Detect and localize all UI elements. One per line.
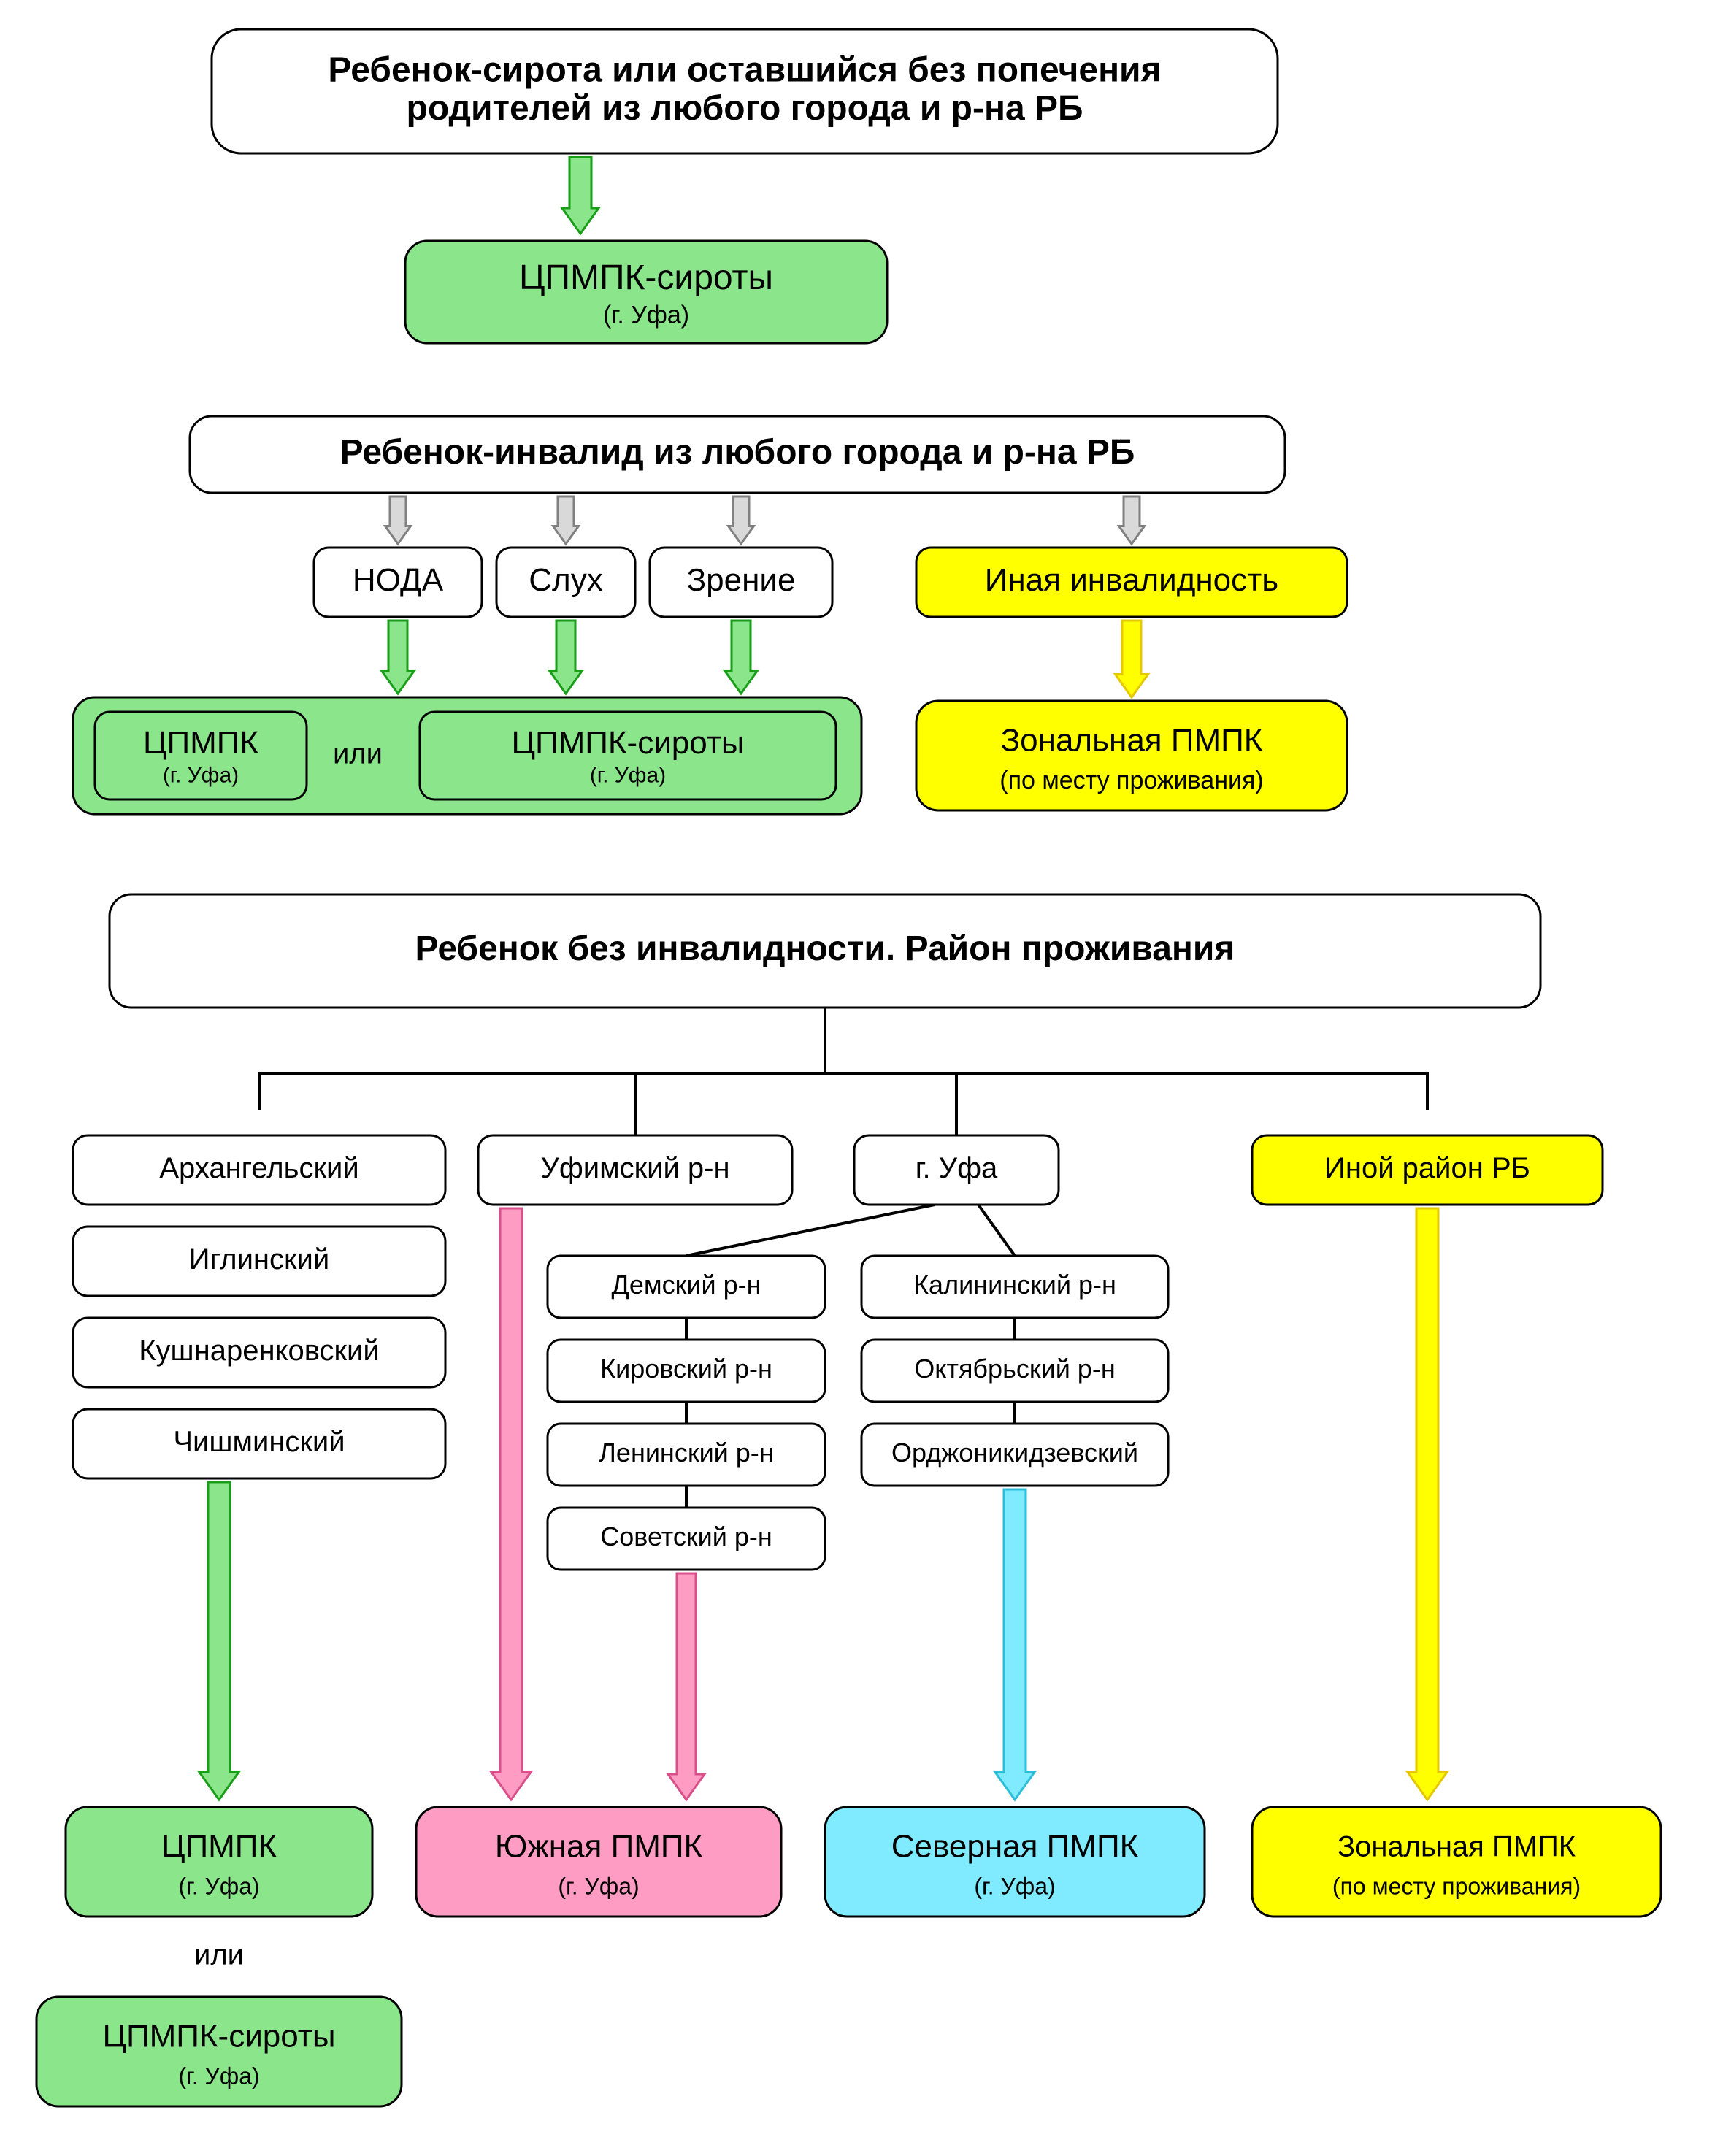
node-n_zonal_2: Зональная ПМПК (по месту проживания) xyxy=(1252,1807,1661,1917)
arrow-a_ordz xyxy=(995,1489,1035,1800)
node-title: ЦПМПК-сироты xyxy=(511,725,744,761)
node-title: Иной район РБ xyxy=(1324,1152,1530,1184)
node-n_sluh: Слух xyxy=(496,548,635,617)
node-title: Зрение xyxy=(687,562,796,598)
node-n_inoy: Иной район РБ xyxy=(1252,1135,1603,1205)
node-n_kal: Калининский р-н xyxy=(862,1256,1168,1318)
node-title: Ребенок без инвалидности. Район проживан… xyxy=(415,929,1235,968)
label-n_ili_1: или xyxy=(333,738,383,770)
node-n_zonal_1: Зональная ПМПК (по месту проживания) xyxy=(916,701,1347,810)
arrow-a_sluh_in xyxy=(553,496,579,544)
arrow-a_chish xyxy=(199,1482,239,1800)
node-title: Уфимский р-н xyxy=(540,1152,729,1184)
node-title2: родителей из любого города и р-на РБ xyxy=(407,89,1083,128)
connector-l_ufa_split_l xyxy=(686,1205,935,1256)
node-title: Ленинский р-н xyxy=(599,1438,773,1468)
flowchart-canvas: Ребенок-сирота или оставшийся без попече… xyxy=(0,0,1723,2156)
node-n_arh: Архангельский xyxy=(73,1135,445,1205)
node-title: Архангельский xyxy=(159,1152,358,1184)
node-title: Ребенок-инвалид из любого города и р-на … xyxy=(340,433,1135,472)
node-title: Кировский р-н xyxy=(600,1354,772,1384)
node-sub: (г. Уфа) xyxy=(178,2063,259,2089)
arrow-a_in_out xyxy=(1116,621,1148,697)
arrow-a_zr_out xyxy=(725,621,758,694)
node-title: Кушнаренковский xyxy=(139,1335,380,1367)
node-n_cpmpk_siroty_3: ЦПМПК-сироты (г. Уфа) xyxy=(37,1997,402,2106)
node-n_kush: Кушнаренковский xyxy=(73,1318,445,1387)
node-n_invalid_title: Ребенок-инвалид из любого города и р-на … xyxy=(190,416,1285,493)
node-title: Иглинский xyxy=(189,1243,329,1275)
node-n_len: Ленинский р-н xyxy=(548,1424,825,1486)
arrow-a1 xyxy=(562,157,599,234)
node-title: ЦПМПК xyxy=(143,725,258,761)
node-sub: (г. Уфа) xyxy=(590,764,666,788)
arrow-a_inoy xyxy=(1408,1208,1448,1800)
node-n_kir: Кировский р-н xyxy=(548,1340,825,1402)
node-n_cpmpk_siroty_1: ЦПМПК-сироты (г. Уфа) xyxy=(405,241,887,343)
node-n_inaya: Иная инвалидность xyxy=(916,548,1347,617)
node-title: Чишминский xyxy=(173,1426,345,1458)
connector-l_tree_top xyxy=(259,1073,1427,1110)
node-sub: (г. Уфа) xyxy=(974,1873,1055,1899)
node-title: Южная ПМПК xyxy=(495,1829,703,1865)
node-sub: (г. Уфа) xyxy=(163,764,239,788)
node-title: ЦПМПК-сироты xyxy=(102,2019,335,2055)
node-n_chish: Чишминский xyxy=(73,1409,445,1478)
node-title: Орджоникидзевский xyxy=(891,1438,1138,1468)
node-title: Демский р-н xyxy=(611,1270,761,1300)
node-title: ЦПМПК-сироты xyxy=(519,258,773,297)
node-title: г. Уфа xyxy=(916,1152,998,1184)
node-n_north: Северная ПМПК (г. Уфа) xyxy=(825,1807,1205,1917)
node-n_cpmpk_2: ЦПМПК (г. Уфа) xyxy=(66,1807,372,1917)
node-n_sov: Советский р-н xyxy=(548,1508,825,1570)
node-sub: (г. Уфа) xyxy=(178,1873,259,1899)
arrow-a_sluh_out xyxy=(550,621,583,694)
arrow-a_noda_out xyxy=(382,621,415,694)
node-n_noinv_title: Ребенок без инвалидности. Район проживан… xyxy=(110,894,1540,1008)
node-sub: (г. Уфа) xyxy=(558,1873,639,1899)
node-n_ufa: г. Уфа xyxy=(854,1135,1059,1205)
node-n_sirota_title: Ребенок-сирота или оставшийся без попече… xyxy=(212,29,1278,153)
label-n_ili_2: или xyxy=(194,1939,244,1971)
node-n_ufim: Уфимский р-н xyxy=(478,1135,792,1205)
node-n_south: Южная ПМПК (г. Уфа) xyxy=(416,1807,781,1917)
node-title1: Ребенок-сирота или оставшийся без попече… xyxy=(328,50,1161,89)
node-n_okt: Октябрьский р-н xyxy=(862,1340,1168,1402)
node-n_dem: Демский р-н xyxy=(548,1256,825,1318)
node-sub: (по месту проживания) xyxy=(999,767,1263,794)
node-title: Иная инвалидность xyxy=(985,562,1278,598)
node-n_cpmpk_siroty_2: ЦПМПК-сироты (г. Уфа) xyxy=(420,712,836,799)
node-title: Зональная ПМПК xyxy=(1338,1831,1576,1863)
arrow-a_noda_in xyxy=(385,496,411,544)
node-title: НОДА xyxy=(353,562,444,598)
node-n_igl: Иглинский xyxy=(73,1227,445,1296)
node-title: ЦПМПК xyxy=(161,1829,277,1865)
node-n_ordz: Орджоникидзевский xyxy=(862,1424,1168,1486)
node-sub: (г. Уфа) xyxy=(603,302,689,329)
arrow-a_sov xyxy=(668,1573,705,1800)
node-title: Октябрьский р-н xyxy=(914,1354,1115,1384)
arrow-a_ufim xyxy=(491,1208,532,1800)
node-n_noda: НОДА xyxy=(314,548,482,617)
arrow-a_in_in xyxy=(1119,496,1145,544)
node-title: Советский р-н xyxy=(600,1522,772,1551)
node-title: Калининский р-н xyxy=(913,1270,1116,1300)
node-title: Зональная ПМПК xyxy=(1001,723,1263,759)
node-n_zrenie: Зрение xyxy=(650,548,832,617)
node-n_cpmpk_1: ЦПМПК (г. Уфа) xyxy=(95,712,307,799)
connector-l_ufa_split_r xyxy=(978,1205,1015,1256)
node-sub: (по месту проживания) xyxy=(1332,1873,1581,1899)
arrow-a_zr_in xyxy=(729,496,754,544)
node-title: Северная ПМПК xyxy=(891,1829,1139,1865)
node-title: Слух xyxy=(529,562,602,598)
